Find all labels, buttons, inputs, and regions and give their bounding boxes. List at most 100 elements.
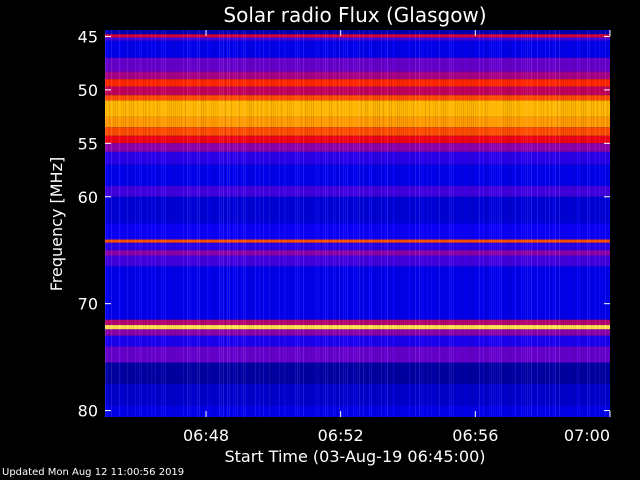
- x-axis-label: Start Time (03-Aug-19 06:45:00): [225, 447, 486, 466]
- time-streak: [441, 30, 442, 417]
- time-streak: [379, 30, 380, 417]
- time-streak: [169, 30, 170, 417]
- time-streak: [285, 30, 286, 417]
- time-streak: [165, 30, 166, 417]
- time-streak: [305, 30, 306, 417]
- time-streak: [167, 30, 168, 417]
- time-streak: [545, 30, 546, 417]
- time-streak: [527, 30, 528, 417]
- time-streak: [225, 30, 226, 417]
- time-streak: [461, 30, 462, 417]
- x-tick-label: 06:52: [318, 426, 364, 445]
- frequency-band-7: [105, 86, 610, 96]
- time-streak: [115, 30, 116, 417]
- time-streak: [535, 30, 536, 417]
- time-streak: [383, 30, 384, 417]
- time-streak: [555, 30, 556, 417]
- time-streak: [449, 30, 450, 417]
- time-streak: [571, 30, 572, 417]
- time-streak: [537, 30, 538, 417]
- time-streak: [245, 30, 246, 417]
- time-streak: [263, 30, 264, 417]
- time-streak: [293, 30, 294, 417]
- time-streak: [253, 30, 254, 417]
- time-streak: [131, 30, 132, 417]
- time-streak: [365, 30, 366, 417]
- time-streak: [543, 30, 544, 417]
- time-streak: [467, 30, 468, 417]
- time-streak: [187, 30, 188, 417]
- time-streak: [231, 30, 232, 417]
- time-streak: [203, 30, 204, 417]
- time-streak: [181, 30, 182, 417]
- time-streak: [233, 30, 234, 417]
- time-streak: [211, 30, 212, 417]
- frequency-band-27: [105, 335, 610, 347]
- time-streak: [525, 30, 526, 417]
- time-streak: [349, 30, 350, 417]
- time-streak: [195, 30, 196, 417]
- time-streak: [297, 30, 298, 417]
- time-streak: [357, 30, 358, 417]
- time-streak: [573, 30, 574, 417]
- time-streak: [243, 30, 244, 417]
- time-streak: [109, 30, 110, 417]
- time-streak: [419, 30, 420, 417]
- time-streak: [129, 30, 130, 417]
- frequency-band-22: [105, 255, 610, 267]
- y-tick-label: 45: [78, 27, 98, 46]
- time-streak: [437, 30, 438, 417]
- time-streak: [209, 30, 210, 417]
- time-streak: [427, 30, 428, 417]
- time-streak: [503, 30, 504, 417]
- time-streak: [207, 30, 208, 417]
- time-streak: [139, 30, 140, 417]
- frequency-band-28: [105, 346, 610, 363]
- time-streak: [509, 30, 510, 417]
- time-streak: [239, 30, 240, 417]
- time-streak: [229, 30, 230, 417]
- time-streak: [605, 30, 606, 417]
- time-streak: [521, 30, 522, 417]
- time-streak: [585, 30, 586, 417]
- time-streak: [539, 30, 540, 417]
- time-streak: [431, 30, 432, 417]
- time-streak: [141, 30, 142, 417]
- time-streak: [271, 30, 272, 417]
- frequency-band-14: [105, 151, 610, 165]
- time-streak: [107, 30, 108, 417]
- time-streak: [369, 30, 370, 417]
- time-streak: [561, 30, 562, 417]
- time-streak: [313, 30, 314, 417]
- time-streak: [607, 30, 608, 417]
- time-streak: [255, 30, 256, 417]
- time-streak: [445, 30, 446, 417]
- time-streak: [529, 30, 530, 417]
- time-streak: [117, 30, 118, 417]
- time-streak: [515, 30, 516, 417]
- time-streak: [447, 30, 448, 417]
- x-axis: 06:48 06:52 06:56 07:00: [183, 30, 611, 445]
- time-streak: [277, 30, 278, 417]
- time-streak: [261, 30, 262, 417]
- time-streak: [323, 30, 324, 417]
- time-streak: [489, 30, 490, 417]
- time-streak: [495, 30, 496, 417]
- time-streak: [429, 30, 430, 417]
- time-streak: [143, 30, 144, 417]
- frequency-band-9: [105, 100, 610, 117]
- time-streak: [219, 30, 220, 417]
- frequency-band-26: [105, 329, 610, 336]
- time-streak: [579, 30, 580, 417]
- y-tick-label: 60: [78, 188, 98, 207]
- time-streak: [279, 30, 280, 417]
- time-streak: [249, 30, 250, 417]
- time-streak: [511, 30, 512, 417]
- frequency-band-3: [105, 40, 610, 58]
- x-tick-label: 06:56: [452, 426, 498, 445]
- time-streak: [553, 30, 554, 417]
- time-streak: [423, 30, 424, 417]
- frequency-band-31: [105, 405, 610, 417]
- time-streak: [259, 30, 260, 417]
